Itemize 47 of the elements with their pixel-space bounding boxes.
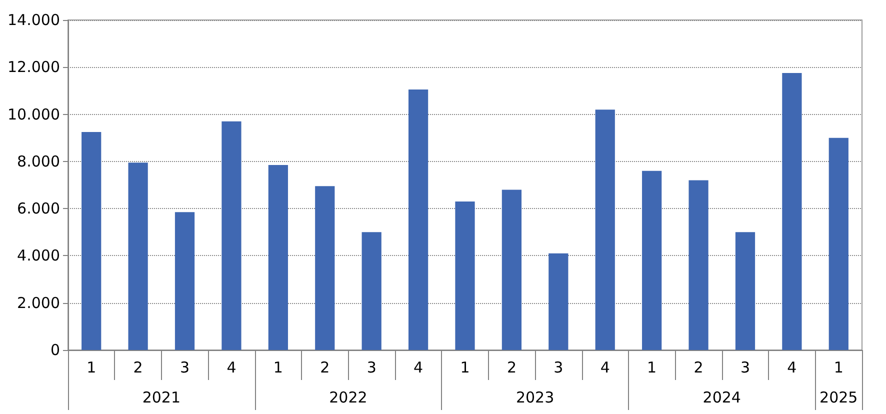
- text: 2021: [142, 388, 181, 406]
- x-tick-label: 1: [86, 358, 96, 376]
- bar: [362, 232, 382, 350]
- x-tick-label: 2: [506, 358, 516, 376]
- bar: [735, 232, 756, 350]
- y-tick-label: 14.000: [8, 11, 60, 29]
- x-tick-label: 4: [600, 358, 610, 376]
- x-tick-label: 2: [133, 358, 143, 376]
- y-tick-label: 6.000: [17, 200, 60, 218]
- bar: [828, 138, 848, 350]
- bar: [222, 121, 242, 350]
- bar: [315, 186, 335, 350]
- bar: [128, 162, 148, 350]
- bar: [688, 180, 708, 350]
- y-tick-label: 12.000: [8, 58, 60, 76]
- x-tick-label: 3: [366, 358, 376, 376]
- y-tick-label: 8.000: [17, 152, 60, 170]
- bar: [455, 202, 475, 350]
- text: 2025: [820, 388, 858, 406]
- bar: [82, 132, 102, 350]
- x-tick-label: 1: [647, 358, 657, 376]
- bar: [268, 164, 288, 350]
- bar: [548, 253, 568, 350]
- bar: [502, 190, 522, 350]
- x-tick-label: 2: [320, 358, 330, 376]
- x-tick-label: 3: [554, 358, 564, 376]
- bar: [174, 212, 195, 350]
- text: 2022: [329, 388, 368, 406]
- x-tick-label: 2: [694, 358, 704, 376]
- x-tick-label: 3: [740, 358, 750, 376]
- text: 2023: [516, 388, 554, 406]
- x-tick-label: 1: [273, 358, 283, 376]
- bar: [408, 90, 428, 350]
- x-tick-label: 4: [414, 358, 424, 376]
- y-tick-label: 4.000: [17, 246, 60, 265]
- x-tick-label: 1: [460, 358, 470, 376]
- x-tick-label: 1: [834, 358, 844, 376]
- bar: [642, 170, 662, 350]
- x-tick-label: 4: [787, 358, 797, 376]
- y-tick-label: 2.000: [17, 294, 60, 312]
- x-tick-label: 3: [180, 358, 190, 376]
- bar: [595, 110, 615, 350]
- text: 2024: [702, 388, 741, 406]
- bar: [782, 73, 802, 350]
- x-tick-label: 4: [226, 358, 236, 376]
- y-tick-label: 10.000: [8, 105, 60, 124]
- y-tick-label: 0: [50, 341, 60, 359]
